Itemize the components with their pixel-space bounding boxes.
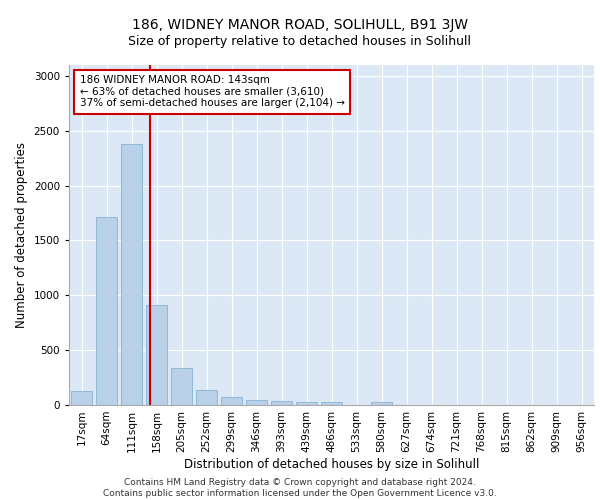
Bar (196, 390, 217, 405)
Text: 186 WIDNEY MANOR ROAD: 143sqm
← 63% of detached houses are smaller (3,610)
37% o: 186 WIDNEY MANOR ROAD: 143sqm ← 63% of d… (79, 75, 344, 108)
Bar (246, 400, 267, 405)
Bar (371, 402, 392, 405)
Bar (121, 144, 142, 405)
Text: Size of property relative to detached houses in Solihull: Size of property relative to detached ho… (128, 35, 472, 48)
Bar (171, 368, 192, 405)
Bar (96, 218, 117, 405)
X-axis label: Distribution of detached houses by size in Solihull: Distribution of detached houses by size … (184, 458, 479, 470)
Bar (271, 401, 292, 405)
Bar (71, 390, 92, 405)
Bar (146, 305, 167, 405)
Text: Contains HM Land Registry data © Crown copyright and database right 2024.
Contai: Contains HM Land Registry data © Crown c… (103, 478, 497, 498)
Bar (221, 397, 242, 405)
Bar (321, 402, 342, 405)
Text: 186, WIDNEY MANOR ROAD, SOLIHULL, B91 3JW: 186, WIDNEY MANOR ROAD, SOLIHULL, B91 3J… (132, 18, 468, 32)
Y-axis label: Number of detached properties: Number of detached properties (15, 142, 28, 328)
Bar (296, 402, 317, 405)
